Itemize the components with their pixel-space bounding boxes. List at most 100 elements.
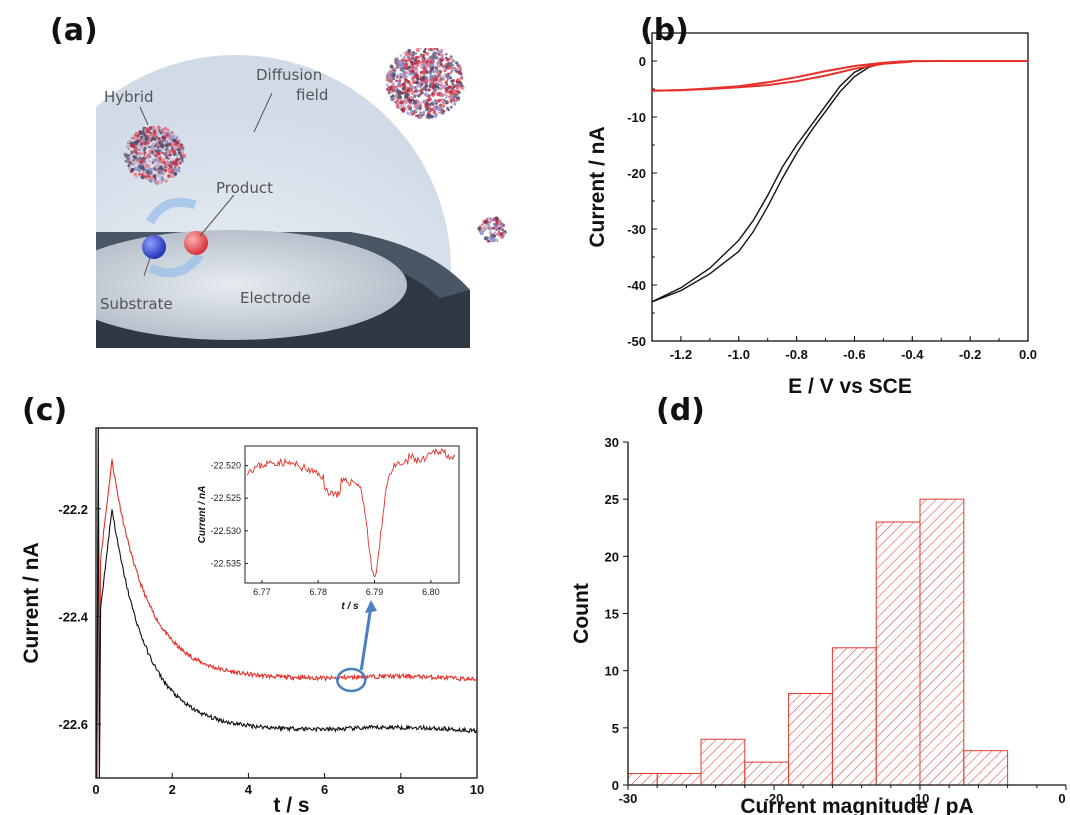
hybrid-particle-1-dot — [425, 75, 428, 79]
hybrid-particle-0-dot — [124, 159, 128, 163]
hybrid-particle-0-dot — [127, 140, 131, 144]
hybrid-particle-1-dot — [442, 66, 445, 69]
hybrid-particle-1-dot — [427, 94, 431, 98]
x-tick-label-b: -1.2 — [670, 347, 692, 362]
hybrid-particle-0-dot — [147, 164, 151, 167]
hybrid-particle-1-dot — [420, 57, 424, 61]
hybrid-particle-1-dot — [437, 98, 441, 103]
hybrid-particle-1-dot — [449, 76, 452, 80]
y-axis-label-d: Count — [570, 583, 593, 644]
product-molecule — [184, 231, 208, 255]
hybrid-particle-0-dot — [177, 145, 181, 149]
x-tick-label-c: 0 — [92, 782, 99, 797]
hybrid-particle-0-dot — [168, 142, 172, 146]
hybrid-particle-0-dot — [140, 140, 143, 143]
hybrid-particle-1-dot — [426, 62, 431, 68]
hybrid-particle-1-dot — [431, 82, 435, 87]
hybrid-particle-0-dot — [132, 155, 136, 159]
hybrid-particle-0-dot — [170, 140, 173, 142]
inset-y-tick-label: -22.525 — [210, 493, 241, 503]
hybrid-particle-0-dot — [151, 161, 154, 164]
y-tick-label-d: 0 — [612, 778, 619, 793]
hybrid-particle-1-dot — [424, 84, 429, 88]
hybrid-particle-1-dot — [406, 80, 411, 84]
hybrid-particle-1-dot — [456, 78, 460, 81]
hybrid-particle-2-dot — [482, 220, 485, 222]
hybrid-particle-1-dot — [429, 64, 432, 68]
hybrid-particle-2-dot — [481, 223, 484, 227]
hybrid-particle-1-dot — [421, 113, 424, 116]
hybrid-particle-0-dot — [173, 171, 178, 176]
hybrid-particle-1-dot — [435, 102, 438, 105]
panel-d-label: (d) — [656, 393, 705, 428]
hybrid-particle-0-dot — [138, 137, 141, 140]
hybrid-particle-1-dot — [410, 102, 414, 105]
hybrid-particle-1-dot — [446, 79, 449, 81]
hybrid-particle-0-dot — [150, 133, 154, 137]
x-axis-label-c: t / s — [273, 794, 309, 815]
hybrid-particle-0-dot — [129, 154, 131, 156]
y-tick-label-b: -50 — [627, 334, 646, 349]
hybrid-particle-1-dot — [433, 48, 436, 50]
hybrid-particle-1-dot — [401, 91, 405, 95]
chart-b: -1.2 -1.0 -0.8 -0.6 -0.4 -0.2 0.0 0 -10 -20 -30 -40… — [586, 32, 1037, 398]
hybrid-particle-1-dot — [395, 97, 400, 102]
hybrid-particle-1-dot — [390, 91, 393, 93]
hybrid-particle-1-dot — [415, 48, 421, 53]
hybrid-particle-1-dot — [408, 65, 411, 69]
hybrid-particle-0-dot — [148, 146, 151, 149]
hybrid-particle-2-dot — [482, 230, 485, 233]
histogram-bar-6 — [875, 521, 921, 786]
hybrid-particle-1-dot — [408, 70, 411, 73]
hybrid-particle-1-dot — [440, 53, 444, 58]
hybrid-particle-1-dot — [403, 62, 408, 67]
hybrid-particle-1-dot — [422, 69, 427, 74]
y-tick-label-b: -20 — [627, 166, 646, 181]
hybrid-particle-1-dot — [405, 51, 408, 54]
hybrid-particle-1-dot — [392, 68, 395, 72]
histogram-bar-3 — [744, 761, 790, 786]
hybrid-particle-1-dot — [392, 85, 397, 90]
hybrid-particle-2-dot — [488, 230, 493, 235]
hybrid-particle-1-dot — [406, 88, 411, 93]
hybrid-particle-1-dot — [416, 84, 419, 87]
hybrid-particle-0-dot — [176, 156, 179, 158]
y-tick-label-c: -22.4 — [58, 609, 88, 624]
inset-x-tick-label: 6.80 — [422, 587, 440, 597]
x-tick-label-c: 2 — [169, 782, 176, 797]
hybrid-particle-0-dot — [167, 174, 171, 179]
chart-d: -30 -20 -10 0 0 5 10 15 20 25 30 Current magnitude … — [570, 435, 1067, 815]
y-tick-label-b: -30 — [627, 222, 646, 237]
hybrid-particle-0-dot — [170, 145, 173, 148]
hybrid-particle-1-dot — [444, 100, 448, 103]
hybrid-particle-1-dot — [437, 59, 440, 62]
zoom-ellipse — [336, 667, 367, 693]
hybrid-particle-1-dot — [425, 80, 428, 83]
x-axis-label-d: Current magnitude / pA — [740, 795, 973, 815]
hybrid-particle-0-dot — [156, 151, 161, 156]
hybrid-particle-0-dot — [167, 152, 170, 155]
hybrid-particle-1-dot — [400, 107, 405, 112]
hybrid-particle-0-dot — [127, 164, 131, 168]
hybrid-particle-1-dot — [432, 104, 436, 108]
hybrid-particle-1-dot — [406, 102, 409, 104]
hybrid-particle-0-dot — [177, 151, 182, 155]
hybrid-particle-0-dot — [158, 129, 161, 132]
hybrid-particle-1-dot — [458, 91, 461, 95]
hybrid-particle-0-dot — [161, 136, 163, 139]
hybrid-particle-1-dot — [399, 67, 404, 72]
hybrid-particle-1-dot — [407, 56, 411, 60]
hybrid-particle-0-dot — [168, 171, 170, 173]
hybrid-particle-1-dot — [399, 85, 402, 88]
hybrid-particle-1-dot — [457, 82, 460, 85]
hybrid-particle-0-dot — [179, 161, 182, 165]
hybrid-particle-2-dot — [487, 239, 491, 243]
hybrid-particle-0-dot — [161, 151, 164, 154]
hybrid-particle-0-dot — [151, 127, 155, 131]
hybrid-particle-2-dot — [500, 235, 504, 240]
y-tick-label-d: 15 — [605, 607, 619, 622]
hybrid-particle-0-dot — [160, 177, 165, 182]
hybrid-particle-2-dot — [490, 218, 494, 222]
hybrid-particle-2-dot — [495, 219, 499, 222]
